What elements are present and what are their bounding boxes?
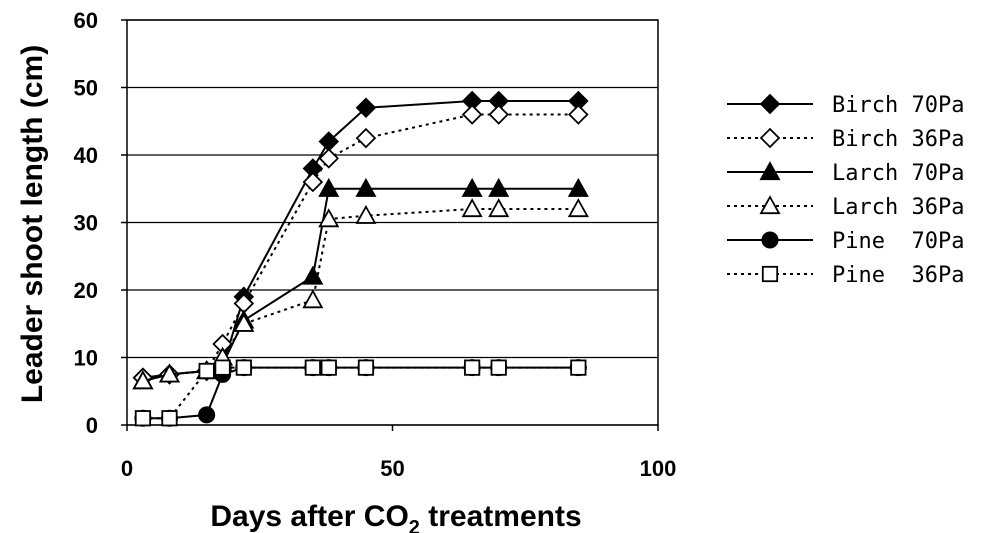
data-point-square (198, 362, 215, 380)
x-tick-label: 0 (121, 456, 133, 481)
y-tick-label: 60 (74, 8, 98, 33)
x-tick-labels: 0 50 100 (121, 456, 676, 481)
x-axis-title-subscript: 2 (409, 517, 420, 533)
y-tick-label: 20 (74, 278, 98, 303)
data-point-square (320, 359, 337, 376)
legend-item: Birch 70Pa (727, 93, 964, 118)
data-point-square (464, 359, 481, 376)
legend-item: Pine 36Pa (727, 263, 964, 288)
data-point-square (235, 359, 252, 376)
data-point-circle (198, 406, 216, 424)
data-point-triangle (461, 177, 483, 197)
series-line (142, 113, 579, 379)
data-point-triangle (759, 195, 781, 215)
y-axis-title: Leader shoot length (cm) (16, 45, 49, 403)
data-point-triangle (302, 289, 324, 309)
data-point-triangle (355, 204, 377, 224)
data-point-triangle (567, 198, 589, 218)
data-point-triangle (488, 198, 510, 218)
data-point-square (490, 359, 507, 376)
legend-label: Pine 36Pa (832, 263, 964, 288)
x-axis-title-tail: treatments (420, 500, 582, 533)
y-tick-label: 30 (74, 211, 98, 236)
data-point-triangle (461, 198, 483, 218)
data-point-triangle (233, 312, 255, 332)
data-point-diamond (461, 104, 483, 125)
y-tick-label: 10 (74, 346, 98, 371)
data-point-triangle (567, 177, 589, 197)
data-point-diamond (759, 127, 781, 149)
data-point-diamond (759, 93, 781, 115)
legend-label: Birch 36Pa (832, 127, 964, 152)
data-point-diamond (568, 104, 589, 125)
legend-item: Birch 36Pa (727, 127, 964, 152)
data-point-triangle (158, 363, 181, 383)
series-line (142, 208, 579, 383)
data-point-diamond (355, 127, 377, 149)
data-point-triangle (302, 265, 324, 285)
data-point-square (761, 265, 779, 283)
data-point-diamond (302, 171, 324, 193)
series-group (132, 90, 589, 427)
data-point-triangle (318, 177, 340, 197)
legend-label: Larch 36Pa (832, 195, 964, 220)
data-point-diamond (318, 148, 340, 169)
data-point-triangle (759, 161, 781, 181)
legend-label: Birch 70Pa (832, 93, 964, 118)
data-point-triangle (355, 177, 377, 197)
x-axis-title: Days after CO2 treatments (210, 500, 581, 533)
data-point-circle (761, 231, 779, 249)
axes (121, 19, 659, 431)
data-point-square (161, 410, 178, 427)
legend-item: Larch 36Pa (727, 195, 964, 220)
legend-item: Larch 70Pa (727, 161, 964, 186)
y-tick-labels: 0 10 20 30 40 50 60 (74, 8, 98, 438)
data-point-triangle (488, 177, 510, 197)
data-point-diamond (355, 97, 377, 119)
legend-item: Pine 70Pa (727, 229, 964, 254)
series-1 (132, 104, 589, 389)
legend-label: Pine 70Pa (832, 229, 964, 254)
x-axis-title-main: Days after CO (210, 500, 408, 533)
legend: Birch 70Pa Birch 36Pa Larch 70Pa Larch 36Pa… (727, 93, 964, 288)
y-tick-label: 50 (74, 76, 98, 101)
y-tick-label: 0 (86, 413, 98, 438)
x-tick-label: 100 (640, 456, 677, 481)
data-point-square (304, 359, 321, 376)
data-point-square (357, 359, 375, 376)
data-point-square (570, 359, 587, 376)
data-point-square (214, 359, 231, 376)
y-tick-label: 40 (74, 143, 98, 168)
data-point-diamond (488, 104, 509, 125)
legend-label: Larch 70Pa (832, 161, 964, 186)
data-point-triangle (318, 208, 340, 228)
x-tick-label: 50 (380, 456, 404, 481)
data-point-square (134, 410, 152, 427)
data-point-triangle (132, 370, 154, 390)
series-5 (134, 359, 587, 427)
